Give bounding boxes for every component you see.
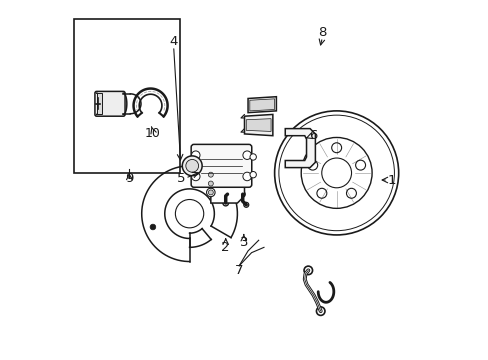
Circle shape (228, 175, 234, 180)
Circle shape (216, 187, 221, 193)
Circle shape (208, 181, 213, 186)
Text: 10: 10 (144, 127, 160, 140)
FancyBboxPatch shape (95, 91, 125, 116)
Text: 7: 7 (234, 264, 243, 277)
Bar (74, 19, 180, 173)
Circle shape (206, 177, 211, 183)
Circle shape (206, 179, 215, 188)
Circle shape (185, 159, 198, 172)
Circle shape (243, 151, 251, 159)
Circle shape (228, 187, 234, 193)
Circle shape (306, 159, 313, 166)
Circle shape (223, 192, 228, 197)
Polygon shape (246, 119, 270, 131)
Circle shape (243, 172, 251, 181)
Polygon shape (249, 99, 274, 111)
Circle shape (249, 154, 256, 160)
Text: 6: 6 (309, 129, 317, 142)
Circle shape (206, 188, 215, 197)
Text: 8: 8 (318, 26, 326, 39)
Circle shape (306, 130, 313, 138)
Circle shape (304, 266, 312, 275)
Polygon shape (247, 97, 276, 113)
Text: 3: 3 (239, 235, 247, 248)
Circle shape (316, 307, 325, 315)
Bar (97, 93, 102, 114)
Text: 4: 4 (169, 35, 178, 48)
Circle shape (208, 172, 213, 177)
Polygon shape (210, 164, 244, 203)
Circle shape (240, 192, 244, 197)
Circle shape (216, 175, 221, 180)
Circle shape (191, 151, 200, 159)
Text: 2: 2 (221, 241, 229, 254)
Circle shape (206, 170, 215, 179)
Circle shape (208, 190, 213, 195)
Circle shape (150, 224, 156, 230)
Circle shape (249, 171, 256, 178)
Text: 9: 9 (125, 172, 133, 185)
Circle shape (223, 200, 228, 206)
Circle shape (182, 156, 202, 176)
FancyBboxPatch shape (191, 144, 251, 187)
Text: 1: 1 (386, 174, 395, 186)
Polygon shape (285, 129, 315, 168)
Text: 5: 5 (176, 172, 184, 185)
Circle shape (191, 172, 200, 181)
Polygon shape (244, 114, 272, 136)
Circle shape (244, 202, 248, 207)
